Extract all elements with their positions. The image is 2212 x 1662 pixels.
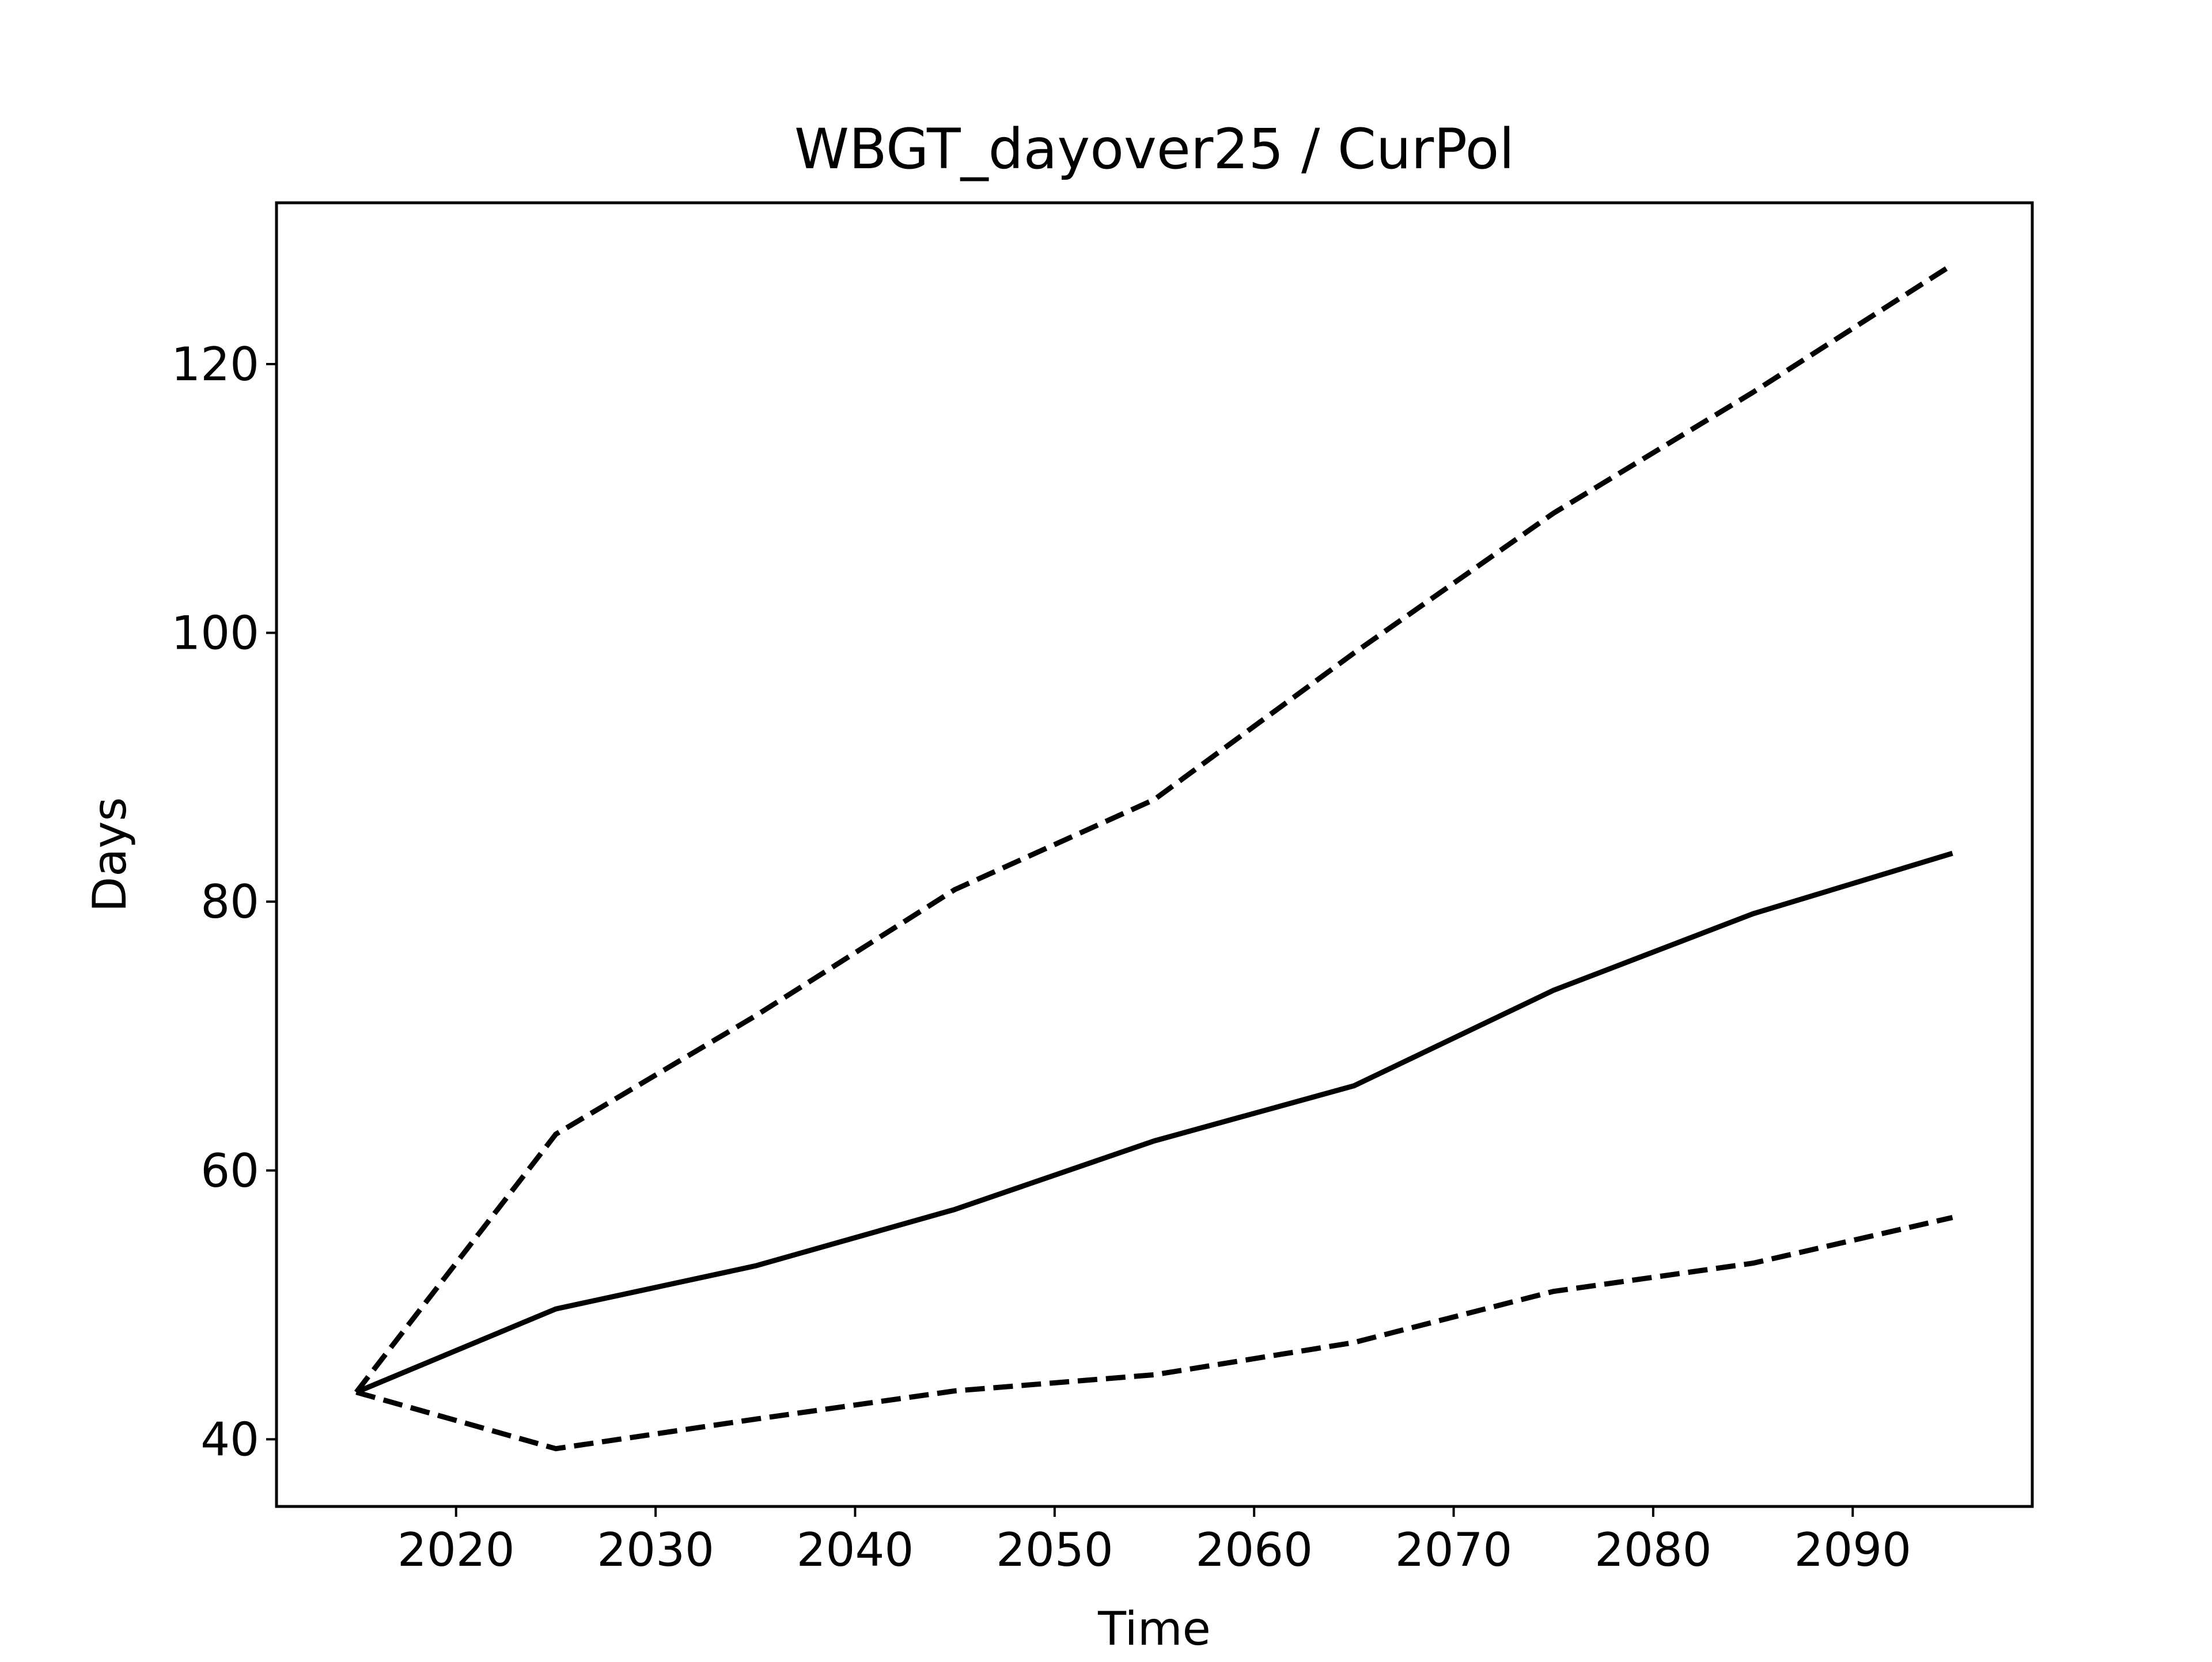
ticks-layer: 2020 2030 2040 2050 2060 2070 2080 2090 40 60 80 10… [171,338,1911,1577]
x-tick-label: 2020 [397,1523,515,1577]
x-tick-label: 2090 [1794,1523,1911,1577]
x-axis-label: Time [1097,1602,1211,1656]
y-tick-label: 80 [200,875,259,929]
x-tick-label: 2050 [996,1523,1113,1577]
x-tick-label: 2030 [597,1523,714,1577]
solid-series-line [355,850,1953,1395]
y-tick-label: 40 [200,1413,259,1466]
x-tick-label: 2040 [797,1523,914,1577]
x-tick-label: 2070 [1395,1523,1513,1577]
dashed-series-line-1 [354,262,1954,1394]
y-tick-label: 60 [200,1144,259,1198]
y-tick-label: 100 [171,607,259,660]
x-tick-label: 2060 [1195,1523,1313,1577]
y-axis-label: Days [83,797,137,913]
y-tick-label: 120 [171,338,259,391]
series-layer [354,262,1954,1452]
x-tick-label: 2080 [1594,1523,1712,1577]
chart-title: WBGT_dayover25 / CurPol [794,117,1514,181]
plot-frame [275,201,2034,1508]
